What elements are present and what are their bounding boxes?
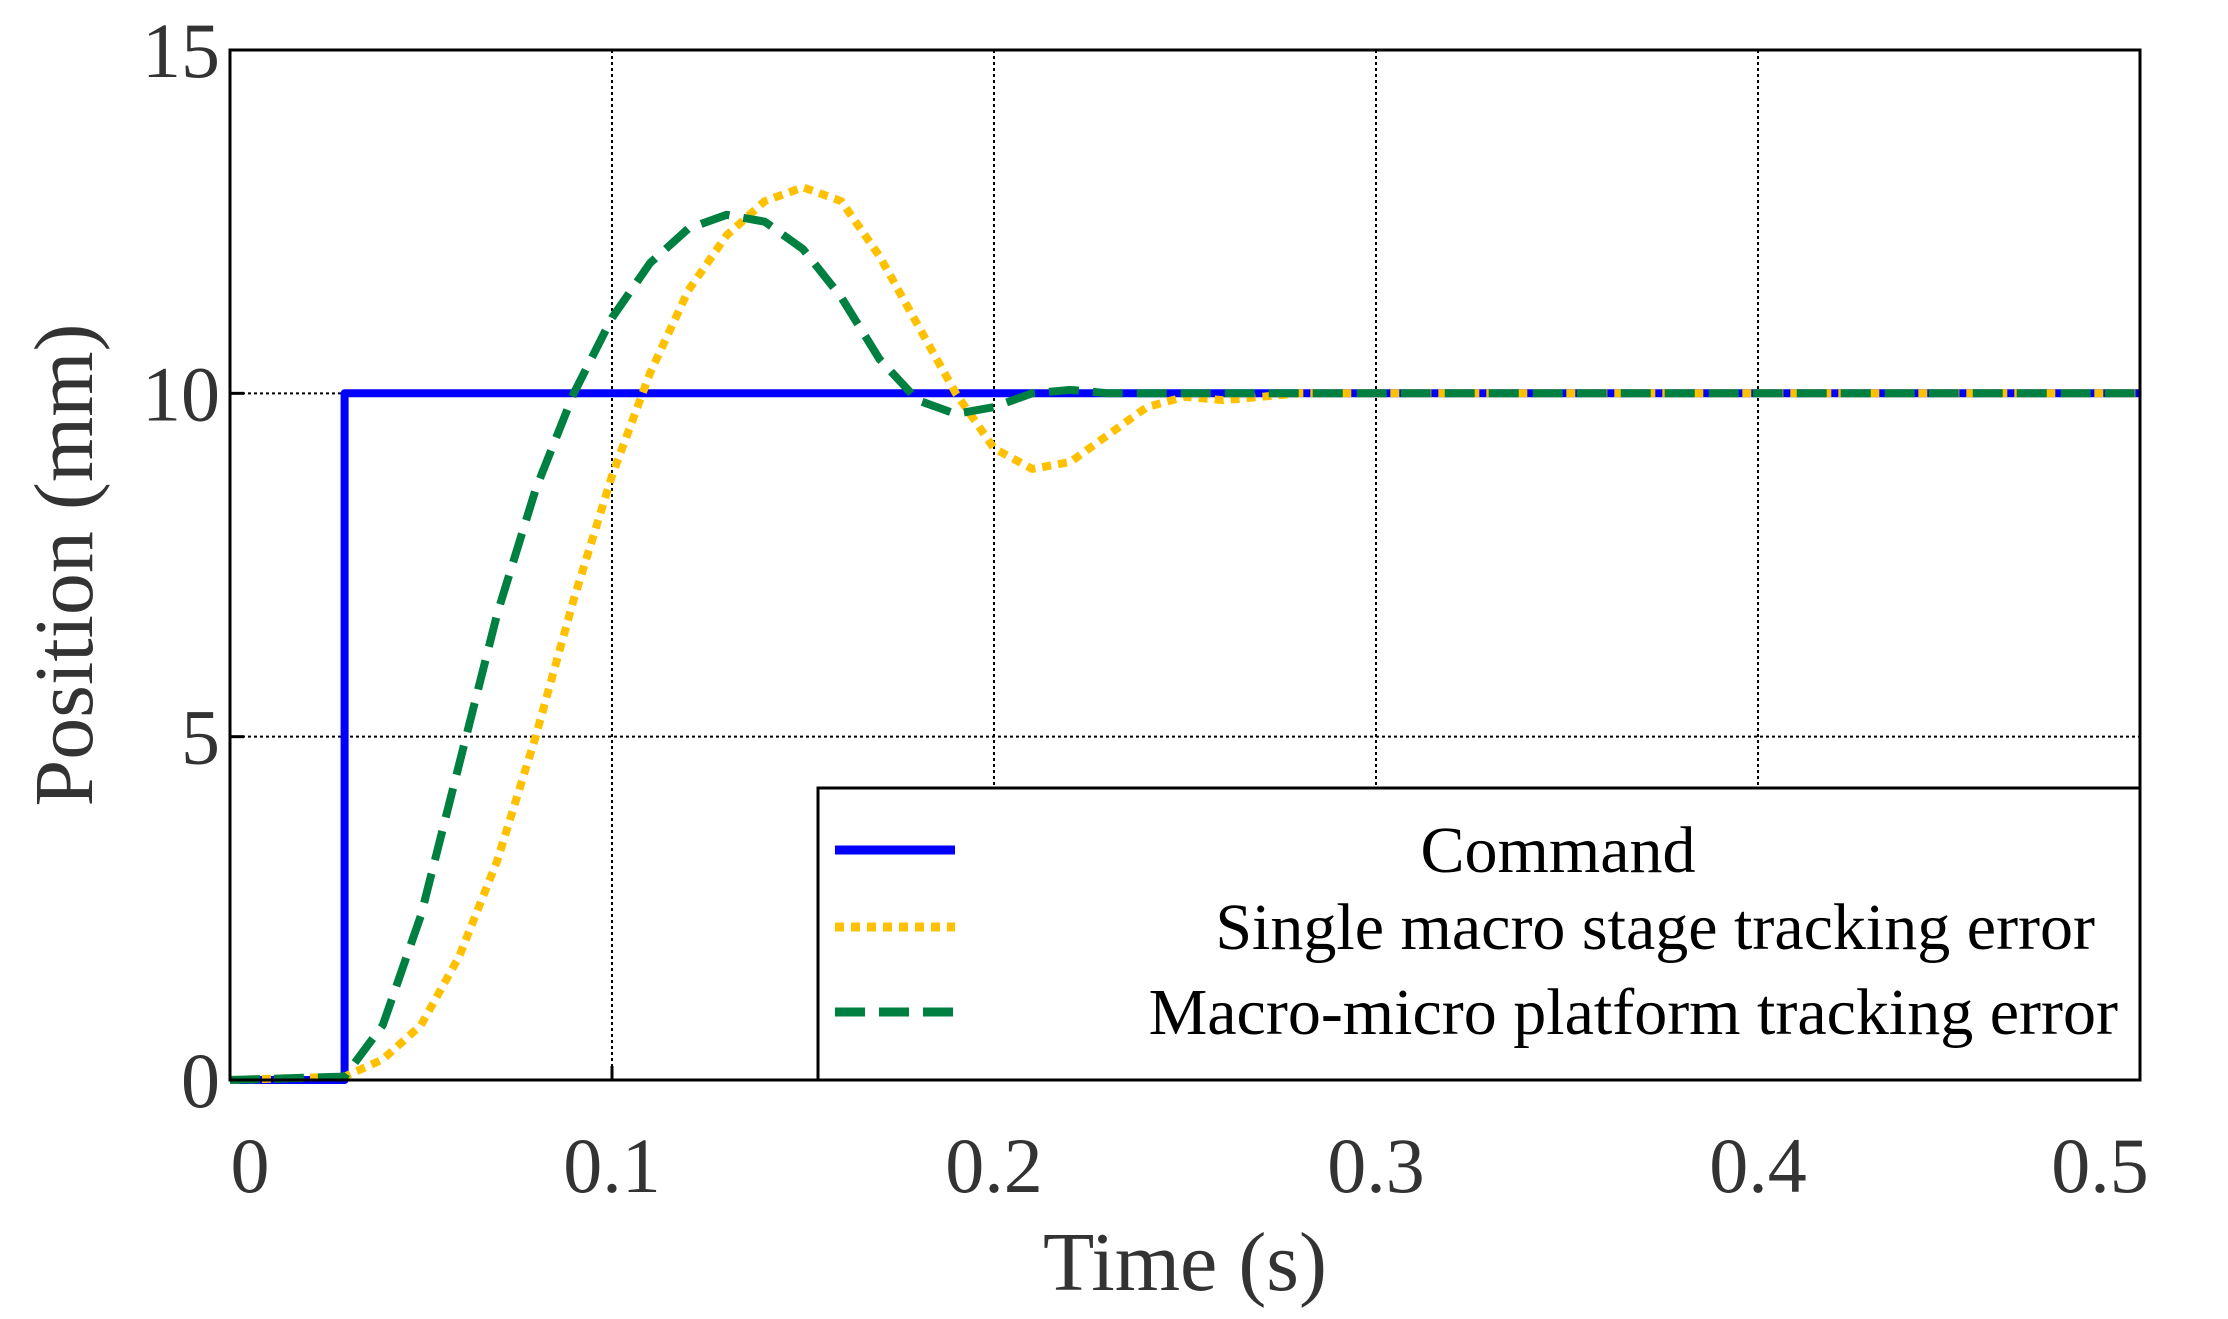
x-tick-label: 0	[231, 1122, 270, 1209]
legend: Command Single macro stage tracking erro…	[816, 786, 2142, 1082]
x-tick-label: 0.1	[563, 1122, 661, 1209]
x-tick-label: 0.2	[945, 1122, 1043, 1209]
y-axis-label: Position (mm)	[18, 323, 111, 806]
legend-box	[816, 786, 2142, 1082]
legend-label-single-macro: Single macro stage tracking error	[1215, 891, 2095, 964]
tick-labels: 0 0.1 0.2 0.3 0.4 0.5 0 5 10 15	[142, 7, 2149, 1209]
legend-label-macro-micro: Macro-micro platform tracking error	[1149, 976, 2118, 1049]
y-tick-label: 0	[181, 1037, 220, 1124]
x-tick-label: 0.3	[1327, 1122, 1425, 1209]
y-tick-label: 10	[142, 350, 220, 437]
y-tick-label: 5	[181, 694, 220, 781]
y-tick-label: 15	[142, 7, 220, 94]
x-tick-label: 0.5	[2051, 1122, 2149, 1209]
series-macro-micro-line	[229, 210, 2140, 1084]
x-axis-label: Time (s)	[1043, 1216, 1327, 1309]
legend-label-command: Command	[1421, 814, 1696, 887]
x-tick-label: 0.4	[1709, 1122, 1807, 1209]
series-single-macro-line	[229, 183, 2140, 1084]
